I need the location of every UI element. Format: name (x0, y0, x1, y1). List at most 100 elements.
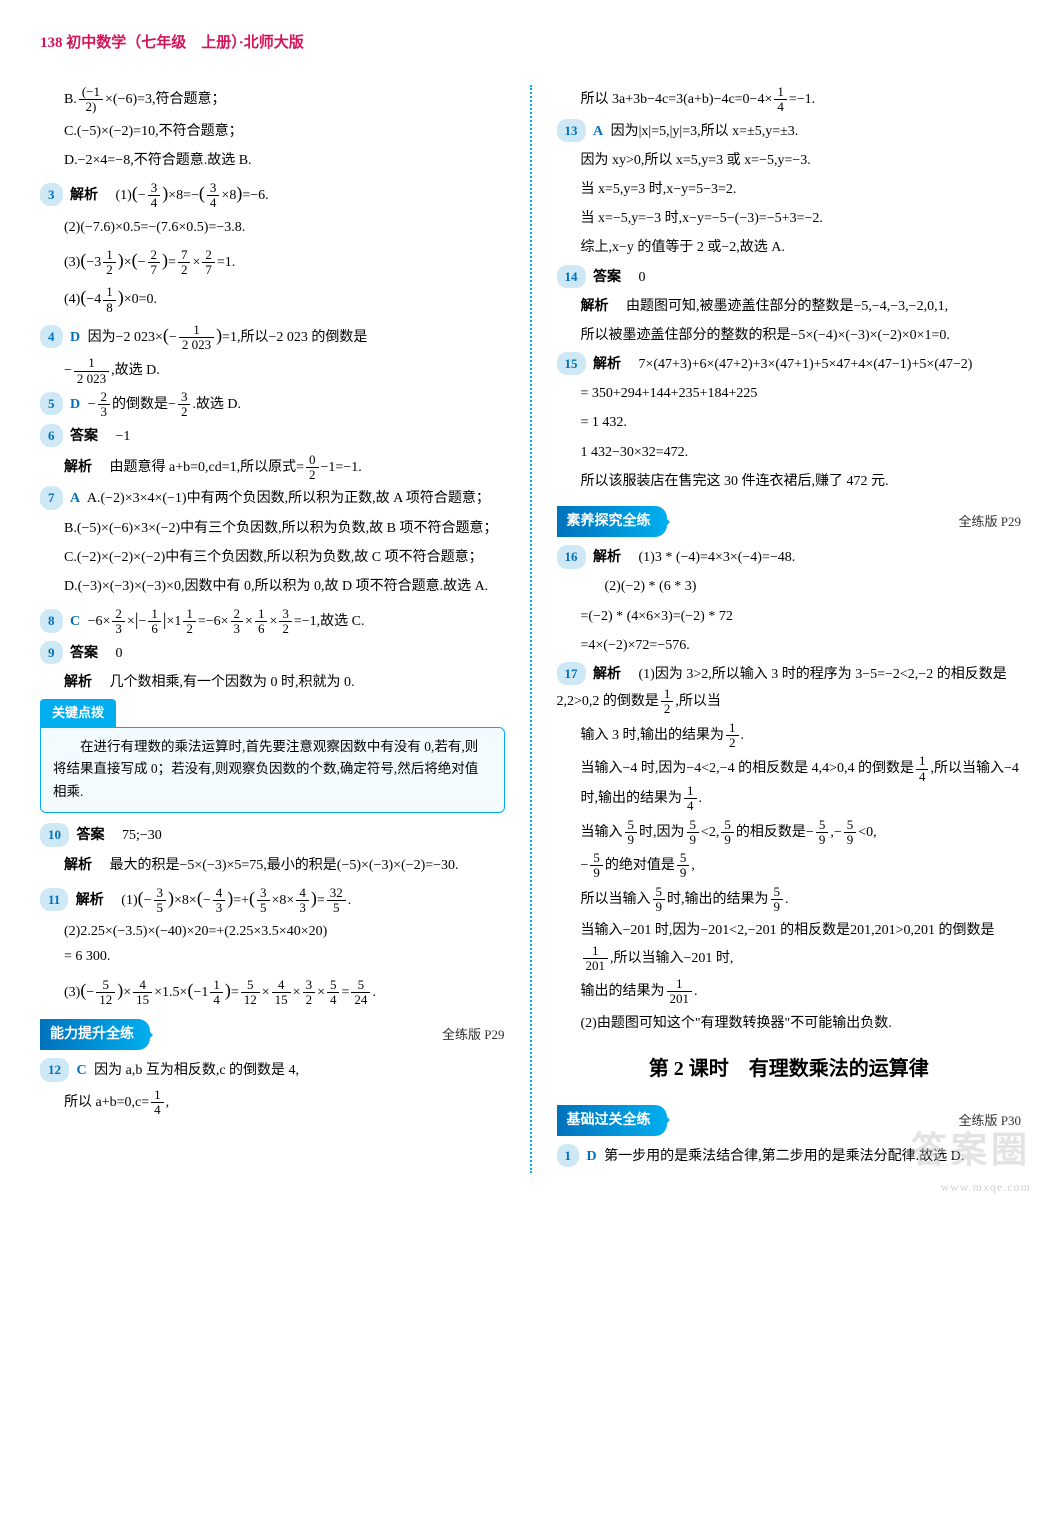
q11-l3: (3)(−512)×415×1.5×(−114)=512×415×32×54=5… (40, 974, 505, 1008)
sec3-banner: 基础过关全练 (557, 1105, 667, 1136)
q17-l3b: −59的绝对值是59, (557, 851, 1022, 881)
tip-block: 关键点拨 在进行有理数的乘法运算时,首先要注意观察因数中有没有 0,若有,则将结… (40, 699, 505, 813)
column-divider (530, 85, 532, 1173)
q13-l2: 因为 xy>0,所以 x=5,y=3 或 x=−5,y=−3. (557, 148, 1022, 173)
q2-opt-d: D.−2×4=−8,不符合题意.故选 B. (40, 148, 505, 173)
q10-jiexi: 解析 最大的积是−5×(−3)×5=75,最小的积是(−5)×(−3)×(−2)… (40, 853, 505, 878)
q12-l1: 因为 a,b 互为相反数,c 的倒数是 4, (94, 1063, 299, 1078)
q10-jiexi-text: 最大的积是−5×(−3)×5=75,最小的积是(−5)×(−3)×(−2)=−3… (110, 858, 459, 873)
q7-ans: A (70, 491, 80, 506)
q7-b: B.(−5)×(−6)×3×(−2)中有三个负因数,所以积为负数,故 B 项不符… (40, 516, 505, 541)
q15-l5: 所以该服装店在售完这 30 件连衣裙后,赚了 472 元. (557, 469, 1022, 494)
q9-jiexi: 解析 几个数相乘,有一个因数为 0 时,积就为 0. (40, 670, 505, 695)
q4-ans: D (70, 330, 80, 345)
q13-l4: 当 x=−5,y=−3 时,x−y=−5−(−3)=−5+3=−2. (557, 206, 1022, 231)
q7: 7 A A.(−2)×3×4×(−1)中有两个负因数,所以积为正数,故 A 项符… (40, 486, 505, 511)
q7-a: A.(−2)×3×4×(−1)中有两个负因数,所以积为正数,故 A 项符合题意； (87, 491, 490, 506)
q5-ans: D (70, 397, 80, 412)
q17: 17 解析 (1)因为 3>2,所以输入 3 时的程序为 3−5=−2<2,−2… (557, 662, 1022, 717)
q15-l2: = 350+294+144+235+184+225 (557, 381, 1022, 406)
right-column: 所以 3a+3b−4c=3(a+b)−4c=0−4×14=−1. 13 A 因为… (557, 85, 1022, 1173)
q12: 12 C 因为 a,b 互为相反数,c 的倒数是 4, (40, 1058, 505, 1083)
q6-ans: −1 (116, 429, 131, 444)
q12-l2: 所以 a+b=0,c=14, (40, 1088, 505, 1118)
q15: 15 解析 7×(47+3)+6×(47+2)+3×(47+1)+5×47+4×… (557, 352, 1022, 377)
q15-l3: = 1 432. (557, 410, 1022, 435)
q12-cont: 所以 3a+3b−4c=3(a+b)−4c=0−4×14=−1. (557, 85, 1022, 115)
q6-num: 6 (40, 424, 63, 447)
section-2: 素养探究全练 全练版 P29 (557, 498, 1022, 545)
q15-l4: 1 432−30×32=472. (557, 440, 1022, 465)
q13-l5: 综上,x−y 的值等于 2 或−2,故选 A. (557, 235, 1022, 260)
page-num: 138 (40, 35, 63, 51)
q4: 4 D 因为−2 023×(−12 023)=1,所以−2 023 的倒数是 (40, 319, 505, 353)
q3-l2: (2)(−7.6)×0.5=−(7.6×0.5)=−3.8. (40, 215, 505, 240)
q12-num: 12 (40, 1058, 69, 1081)
q4-l2: −12 023,故选 D. (40, 356, 505, 386)
q9-jiexi-text: 几个数相乘,有一个因数为 0 时,积就为 0. (110, 675, 355, 690)
q13-num: 13 (557, 119, 586, 142)
q14-l1-text: 由题图可知,被墨迹盖住部分的整数是−5,−4,−3,−2,0,1, (626, 299, 948, 314)
q17-l5b: 输出的结果为1201. (557, 977, 1022, 1007)
left-column: B.(−12)×(−6)=3,符合题意； C.(−5)×(−2)=10,不符合题… (40, 85, 505, 1173)
q17-label: 解析 (593, 667, 621, 682)
q16-l3: =(−2) * (4×6×3)=(−2) * 72 (557, 604, 1022, 629)
q11-l2: (2)2.25×(−3.5)×(−40)×20=+(2.25×3.5×40×20… (40, 919, 505, 969)
q10: 10 答案 75;−30 (40, 823, 505, 848)
q16-label: 解析 (593, 550, 621, 565)
q14-ans: 0 (639, 270, 646, 285)
q9-num: 9 (40, 641, 63, 664)
q7-c: C.(−2)×(−2)×(−2)中有三个负因数,所以积为负数,故 C 项不符合题… (40, 545, 505, 570)
q14-l2: 所以被墨迹盖住部分的整数的积是−5×(−4)×(−3)×(−2)×0×1=0. (557, 323, 1022, 348)
q1-num: 1 (557, 1144, 580, 1167)
q3: 3 解析 (1)(−34)×8=−(34×8)=−6. (40, 177, 505, 211)
q14-ans-label: 答案 (593, 270, 621, 285)
q13: 13 A 因为|x|=5,|y|=3,所以 x=±5,y=±3. (557, 119, 1022, 144)
q8-ans: C (70, 614, 80, 629)
lesson-title: 第 2 课时 有理数乘法的运算律 (557, 1051, 1022, 1087)
q7-d: D.(−3)×(−3)×(−3)×0,因数中有 0,所以积为 0,故 D 项不符… (40, 574, 505, 599)
q16-l4: =4×(−2)×72=−576. (557, 633, 1022, 658)
section-1: 能力提升全练 全练版 P29 (40, 1011, 505, 1058)
page-title: 初中数学（七年级 上册）·北师大版 (66, 35, 304, 51)
q15-l1: 7×(47+3)+6×(47+2)+3×(47+1)+5×47+4×(47−1)… (639, 357, 973, 372)
q8: 8 C −6×23×|−16|×112=−6×23×16×32=−1,故选 C. (40, 603, 505, 637)
q2-opt-b: B.(−12)×(−6)=3,符合题意； (40, 85, 505, 115)
tip-body: 在进行有理数的乘法运算时,首先要注意观察因数中有没有 0,若有,则将结果直接写成… (40, 727, 505, 814)
q10-ans-label: 答案 (77, 828, 105, 843)
sec2-banner: 素养探究全练 (557, 506, 667, 537)
q5-num: 5 (40, 392, 63, 415)
q14-l1: 解析 由题图可知,被墨迹盖住部分的整数是−5,−4,−3,−2,0,1, (557, 294, 1022, 319)
q9-ans-label: 答案 (70, 646, 98, 661)
q3-num: 3 (40, 183, 63, 206)
sec1-ref: 全练版 P29 (442, 1023, 504, 1046)
q11-label: 解析 (76, 893, 104, 908)
content-columns: B.(−12)×(−6)=3,符合题意； C.(−5)×(−2)=10,不符合题… (40, 85, 1021, 1173)
q11: 11 解析 (1)(−35)×8×(−43)=+(35×8×43)=325. (40, 882, 505, 916)
q6: 6 答案 −1 (40, 424, 505, 449)
q17-l2: 当输入−4 时,因为−4<2,−4 的相反数是 4,4>0,4 的倒数是14,所… (557, 754, 1022, 813)
q4-num: 4 (40, 325, 63, 348)
q3-l3: (3)(−312)×(−27)=72×27=1. (40, 244, 505, 278)
q14-num: 14 (557, 265, 586, 288)
watermark: 答案圈 (911, 1118, 1031, 1183)
q13-l1: 因为|x|=5,|y|=3,所以 x=±5,y=±3. (611, 124, 799, 139)
q17-num: 17 (557, 662, 586, 685)
q5: 5 D −23的倒数是−32.故选 D. (40, 390, 505, 420)
q17-l3: 当输入59时,因为59<2,59的相反数是−59,−59<0, (557, 818, 1022, 848)
q14: 14 答案 0 (557, 265, 1022, 290)
q11-num: 11 (40, 888, 68, 911)
q10-num: 10 (40, 823, 69, 846)
q9-ans: 0 (116, 646, 123, 661)
q1-ans: D (587, 1149, 597, 1164)
q7-num: 7 (40, 486, 63, 509)
q2-opt-c: C.(−5)×(−2)=10,不符合题意； (40, 119, 505, 144)
q17-l5: 当输入−201 时,因为−201<2,−201 的相反数是201,201>0,2… (557, 918, 1022, 973)
q3-l4: (4)(−418)×0=0. (40, 281, 505, 315)
q6-ans-label: 答案 (70, 429, 98, 444)
tip-header: 关键点拨 (40, 699, 116, 726)
q3-label: 解析 (70, 188, 98, 203)
q6-jiexi: 解析 由题意得 a+b=0,cd=1,所以原式=02−1=−1. (40, 453, 505, 483)
q8-num: 8 (40, 609, 63, 632)
q15-label: 解析 (593, 357, 621, 372)
